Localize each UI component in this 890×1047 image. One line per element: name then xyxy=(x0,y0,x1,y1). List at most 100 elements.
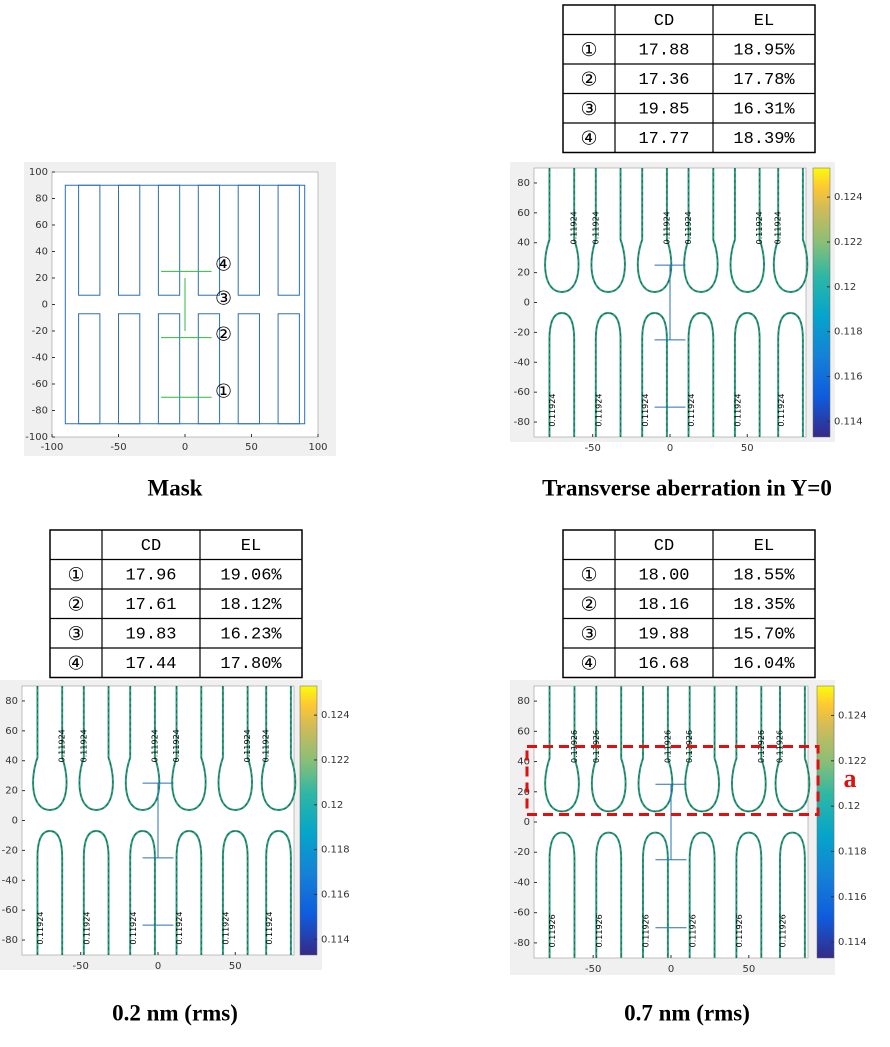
contour xyxy=(595,312,621,437)
contour-label: 0.11924 xyxy=(662,211,671,244)
contour-label: 0.11924 xyxy=(36,912,45,945)
contour xyxy=(129,830,156,955)
annotation: a xyxy=(844,764,857,793)
colorbar-tick-label: 0.114 xyxy=(838,937,867,948)
table-cell: 16.31% xyxy=(733,101,795,120)
contour xyxy=(642,832,669,958)
table-cell: 18.39% xyxy=(733,130,795,149)
contour xyxy=(638,686,673,812)
table-header: CD xyxy=(654,537,674,556)
y-tick-label: -20 xyxy=(2,845,18,856)
mask-bar xyxy=(118,184,141,296)
contour-label: 0.11924 xyxy=(82,912,91,945)
row-label: ④ xyxy=(580,652,597,674)
contour-label: 0.11924 xyxy=(129,912,138,945)
row-label: ① xyxy=(67,564,84,586)
contour xyxy=(176,830,202,955)
mask-bar xyxy=(157,313,181,425)
y-tick-label: 0 xyxy=(42,300,48,311)
mask-bar xyxy=(237,313,260,425)
colorbar-tick-label: 0.12 xyxy=(838,801,860,812)
contour xyxy=(37,830,63,955)
colorbar-tick-label: 0.12 xyxy=(321,800,343,811)
marker-label: ② xyxy=(215,323,232,345)
contour xyxy=(549,832,575,958)
x-tick-label: 50 xyxy=(742,964,755,975)
contour-label: 0.11926 xyxy=(735,914,744,947)
mask-bar xyxy=(157,184,181,296)
y-tick-label: 40 xyxy=(517,757,530,768)
mask-bar xyxy=(277,184,300,296)
y-tick-label: 60 xyxy=(517,208,530,219)
contour xyxy=(544,168,579,293)
x-tick-label: -50 xyxy=(110,442,126,453)
contour xyxy=(218,686,253,811)
row-label: ② xyxy=(580,68,597,90)
y-tick-label: -80 xyxy=(2,935,18,946)
table-cell: 16.23% xyxy=(220,626,282,645)
contour xyxy=(730,168,765,293)
contour-label: 0.11924 xyxy=(243,729,252,762)
table xyxy=(49,529,303,679)
x-tick-label: 50 xyxy=(245,442,258,453)
y-tick-label: 60 xyxy=(35,220,48,231)
y-tick-label: -60 xyxy=(514,387,530,398)
table-cell: 17.96 xyxy=(125,567,176,586)
table-cell: 17.80% xyxy=(220,655,282,674)
y-tick-label: -80 xyxy=(514,938,530,949)
contour-label: 0.11926 xyxy=(595,914,604,947)
marker-label: ① xyxy=(215,380,232,402)
mask-bar xyxy=(197,313,221,425)
y-tick-label: 40 xyxy=(5,756,18,767)
contour-label: 0.11924 xyxy=(591,211,600,244)
x-tick-label: -50 xyxy=(585,964,601,975)
y-tick-label: -60 xyxy=(2,905,18,916)
colorbar-tick-label: 0.124 xyxy=(834,192,863,203)
x-tick-label: 0 xyxy=(155,961,161,972)
contour xyxy=(591,686,626,812)
colorbar-tick-label: 0.118 xyxy=(834,327,863,338)
table-header: CD xyxy=(654,12,674,31)
y-tick-label: 100 xyxy=(29,167,48,178)
contour-label: 0.11926 xyxy=(779,914,788,947)
caption: Transverse aberration in Y=0 xyxy=(542,475,832,500)
colorbar-tick-label: 0.122 xyxy=(834,237,863,248)
colorbar-tick-label: 0.122 xyxy=(321,755,350,766)
table-cell: 16.68 xyxy=(638,655,689,674)
contour xyxy=(595,832,622,958)
table-cell: 18.95% xyxy=(733,42,795,61)
contour xyxy=(637,168,672,293)
contour xyxy=(549,312,575,437)
caption: Mask xyxy=(148,475,203,500)
table-cell: 17.61 xyxy=(125,596,176,615)
y-tick-label: -80 xyxy=(32,406,48,417)
table-cell: 19.83 xyxy=(125,626,176,645)
y-tick-label: 20 xyxy=(517,268,530,279)
contour-label: 0.11924 xyxy=(594,394,603,427)
row-label: ① xyxy=(580,564,597,586)
table-cell: 18.35% xyxy=(733,596,795,615)
row-label: ④ xyxy=(67,652,84,674)
y-tick-label: 0 xyxy=(12,816,18,827)
colorbar xyxy=(299,685,318,956)
mask-bar xyxy=(277,313,300,425)
x-tick-label: 0 xyxy=(182,442,188,453)
contour xyxy=(777,312,804,437)
contour-label: 0.11924 xyxy=(222,912,231,945)
contour-label: 0.11924 xyxy=(641,394,650,427)
y-tick-label: -60 xyxy=(514,908,530,919)
y-tick-label: -40 xyxy=(514,877,530,888)
table-cell: 19.88 xyxy=(638,626,689,645)
contour xyxy=(734,312,760,437)
colorbar-tick-label: 0.124 xyxy=(321,710,350,721)
colorbar xyxy=(816,685,835,959)
y-tick-label: 60 xyxy=(5,726,18,737)
y-tick-label: 60 xyxy=(517,726,530,737)
contour-label: 0.11924 xyxy=(774,211,783,244)
contour-label: 0.11924 xyxy=(684,211,693,244)
y-tick-label: 20 xyxy=(517,787,530,798)
y-tick-label: 80 xyxy=(517,696,530,707)
y-tick-label: 0 xyxy=(524,817,530,828)
contour-label: 0.11924 xyxy=(734,394,743,427)
colorbar-tick-label: 0.12 xyxy=(834,282,856,293)
